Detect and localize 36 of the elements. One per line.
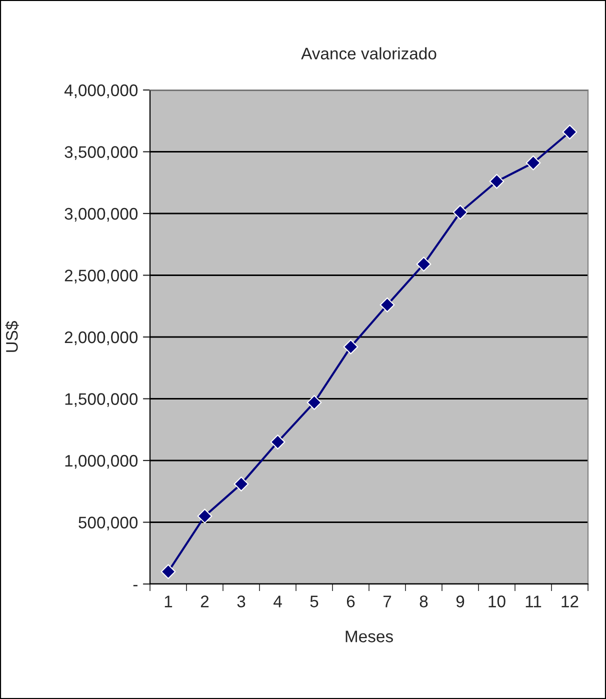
point bbox=[416, 256, 432, 272]
x-tick-label: 2 bbox=[200, 596, 209, 608]
x-tick-label: 4 bbox=[274, 596, 282, 608]
y-tick-label: 2,500,000 bbox=[64, 270, 138, 284]
y-tick-label: 1,000,000 bbox=[65, 454, 138, 469]
y-tick-label: 2,000,000 bbox=[64, 331, 138, 346]
x-tick-label: 1 bbox=[164, 596, 172, 608]
point bbox=[234, 476, 249, 492]
x-tick-label: 9 bbox=[456, 596, 464, 608]
y-tick-label: 1,500,000 bbox=[65, 393, 138, 407]
point bbox=[160, 564, 176, 580]
y-tick-label: 500,000 bbox=[78, 516, 138, 530]
point bbox=[380, 297, 395, 312]
y-tick-label: 4,000,000 bbox=[64, 84, 138, 98]
chart-title: Avance valorizado bbox=[301, 47, 436, 60]
point bbox=[562, 124, 578, 140]
y-tick-label: - bbox=[133, 584, 138, 586]
point bbox=[343, 339, 358, 354]
x-tick-label: 10 bbox=[488, 596, 506, 608]
x-tick-label: 7 bbox=[383, 596, 392, 608]
point bbox=[526, 155, 541, 170]
point bbox=[197, 508, 212, 524]
x-tick-label: 8 bbox=[420, 596, 428, 608]
x-tick-label: 5 bbox=[310, 596, 318, 608]
x-tick-label: 3 bbox=[237, 596, 246, 608]
x-axis-title: Meses bbox=[346, 630, 393, 642]
point bbox=[270, 434, 286, 450]
y-tick-label: 3,500,000 bbox=[64, 146, 138, 160]
x-tick-label: 12 bbox=[562, 596, 578, 608]
y-axis-title: US$ bbox=[5, 321, 19, 352]
point bbox=[306, 395, 322, 410]
point bbox=[452, 204, 468, 220]
y-tick-label: 3,000,000 bbox=[64, 208, 138, 222]
x-tick-label: 6 bbox=[346, 596, 355, 608]
x-tick-label: 11 bbox=[526, 596, 542, 608]
point bbox=[489, 174, 504, 189]
